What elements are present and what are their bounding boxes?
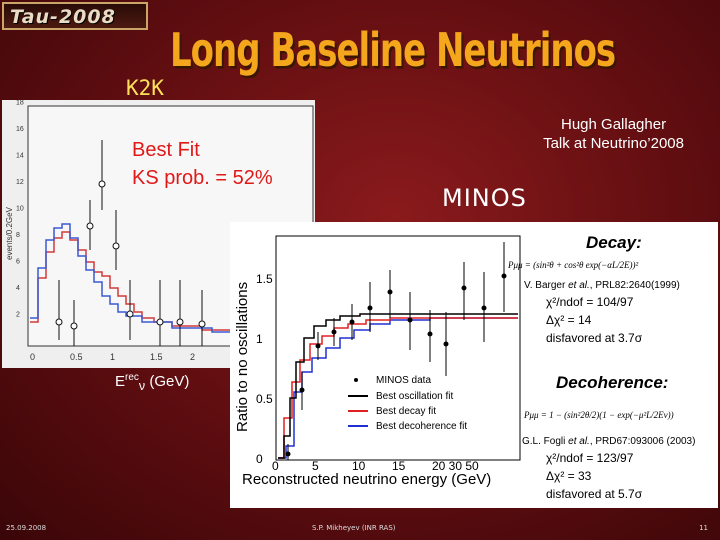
decoherence-disfavored: disfavored at 5.7σ <box>546 487 643 501</box>
decay-disfavored: disfavored at 3.7σ <box>546 331 643 345</box>
minos-ylabel: Ratio to no oscillations <box>234 282 251 432</box>
minos-ytick-label: 0.5 <box>256 392 273 406</box>
decay-formula: Pμμ = (sin²θ + cos²θ exp(−αL/2E))² <box>507 260 638 270</box>
minos-data-point <box>461 285 467 291</box>
decoherence-formula: Pμμ = 1 − (sin²2θ/2)(1 − exp(−μ²L/2Eν)) <box>523 410 674 420</box>
minos-legend: MINOS data Best oscillation fit Best dec… <box>348 375 467 432</box>
minos-data-point <box>501 273 507 279</box>
k2k-data-point <box>176 318 184 326</box>
k2k-energy-label: Erecν (GeV) <box>115 372 189 393</box>
k2k-ytick-label: 6 <box>16 259 20 266</box>
minos-ytick-label: 1.5 <box>256 272 273 286</box>
minos-plot: 0 0.5 1 1.5 0 5 10 15 20 30 50 Ratio to no osci… <box>230 222 718 508</box>
credit-name: Hugh Gallagher <box>561 116 667 133</box>
minos-data-point <box>285 451 291 457</box>
slide-title: Long Baseline Neutrinos <box>170 24 616 78</box>
minos-data-point <box>299 387 305 393</box>
minos-xtick-label: 0 <box>272 459 279 473</box>
footer-date: 25.09.2008 <box>6 524 47 532</box>
footer-author: S.P. Mikheyev (INR RAS) <box>312 524 396 532</box>
credit: Hugh Gallagher Talk at Neutrino’2008 <box>543 115 684 153</box>
k2k-ytick-label: 14 <box>16 153 24 160</box>
energy-sub: ν <box>138 379 146 393</box>
k2k-data-point <box>112 242 120 250</box>
minos-data-point <box>331 329 337 335</box>
decay-chi2: χ²/ndof = 104/97 <box>546 295 634 309</box>
k2k-ytick-label: 8 <box>16 232 20 239</box>
k2k-data-point <box>70 322 78 330</box>
decay-ref-journal: , PRL82:2640(1999) <box>590 280 680 291</box>
decay-ref-etal: et al. <box>565 280 589 291</box>
k2k-xtick-label: 1.5 <box>150 352 163 362</box>
decoherence-reference: G.L. Fogli et al., PRD67:093006 (2003) <box>522 436 695 447</box>
minos-label: MINOS <box>442 184 527 212</box>
minos-xtick-label: 15 <box>392 459 406 473</box>
conference-logo: Tau-2008 <box>2 2 148 30</box>
minos-data-point <box>387 289 393 295</box>
oscillation-fit-line <box>278 313 518 459</box>
minos-data-point <box>427 331 433 337</box>
k2k-data-point <box>156 318 164 326</box>
minos-xtick-label: 10 <box>352 459 366 473</box>
minos-data-point <box>407 317 413 323</box>
k2k-xtick-label: 0.5 <box>70 352 83 362</box>
k2k-xtick-label: 1 <box>110 352 115 362</box>
energy-sup: rec <box>125 372 139 383</box>
minos-xtick-label: 5 <box>312 459 319 473</box>
minos-data-point <box>315 343 321 349</box>
decay-title: Decay: <box>586 233 642 252</box>
k2k-xtick-label: 0 <box>30 352 35 362</box>
k2k-label: K2K <box>126 76 164 100</box>
k2k-blue-hist <box>30 223 302 333</box>
k2k-ytick-label: 2 <box>16 312 20 319</box>
minos-data-point <box>367 305 373 311</box>
legend-decay: Best decay fit <box>376 406 436 417</box>
decay-ref-author: V. Barger <box>524 280 566 291</box>
k2k-data-point <box>198 320 206 328</box>
minos-xtick-label: 20 30 50 <box>432 459 479 473</box>
legend-oscillation: Best oscillation fit <box>376 391 453 402</box>
k2k-ytick-label: 10 <box>16 206 24 213</box>
decoherence-ref-journal: , PRD67:093006 (2003) <box>590 436 696 447</box>
decoherence-dchi2: Δχ² = 33 <box>546 469 592 483</box>
minos-xlabel: Reconstructed neutrino energy (GeV) <box>242 471 491 488</box>
logo-text: Tau-2008 <box>10 6 116 28</box>
k2k-data-point <box>55 318 63 326</box>
minos-ytick-label: 1 <box>256 332 263 346</box>
minos-data-point <box>481 305 487 311</box>
energy-symbol: E <box>115 373 126 390</box>
footer-page-number: 11 <box>699 524 708 532</box>
decoherence-ref-etal: et al. <box>565 436 589 447</box>
k2k-ytick-label: 18 <box>16 100 24 107</box>
k2k-data-point <box>98 180 106 188</box>
energy-unit: (GeV) <box>149 373 190 390</box>
k2k-ytick-label: 4 <box>16 285 20 292</box>
decay-reference: V. Barger et al., PRL82:2640(1999) <box>524 280 680 291</box>
minos-plot-svg: 0 0.5 1 1.5 0 5 10 15 20 30 50 Ratio to no osci… <box>234 233 695 501</box>
legend-data: MINOS data <box>376 375 431 386</box>
decay-dchi2: Δχ² = 14 <box>546 313 592 327</box>
decoherence-chi2: χ²/ndof = 123/97 <box>546 451 634 465</box>
credit-talk: Talk at Neutrino’2008 <box>543 135 684 152</box>
decoherence-title: Decoherence: <box>556 373 668 392</box>
best-fit-label: Best Fit <box>132 139 200 161</box>
decoherence-ref-author: G.L. Fogli <box>522 436 565 447</box>
k2k-xtick-label: 2 <box>190 352 195 362</box>
k2k-data-point <box>126 310 134 318</box>
minos-data-point <box>349 319 355 325</box>
minos-ytick-label: 0 <box>256 452 263 466</box>
k2k-ytick-label: 16 <box>16 126 24 133</box>
ks-prob-label: KS prob. = 52% <box>132 167 273 189</box>
k2k-ytick-label: 12 <box>16 179 24 186</box>
minos-data-point <box>443 341 449 347</box>
legend-data-marker <box>354 378 358 382</box>
k2k-ylabel: events/0.2GeV <box>5 206 14 260</box>
k2k-data-point <box>86 222 94 230</box>
legend-decoherence: Best decoherence fit <box>376 421 467 432</box>
decoherence-fit-line <box>278 317 518 459</box>
decay-fit-line <box>278 317 518 459</box>
